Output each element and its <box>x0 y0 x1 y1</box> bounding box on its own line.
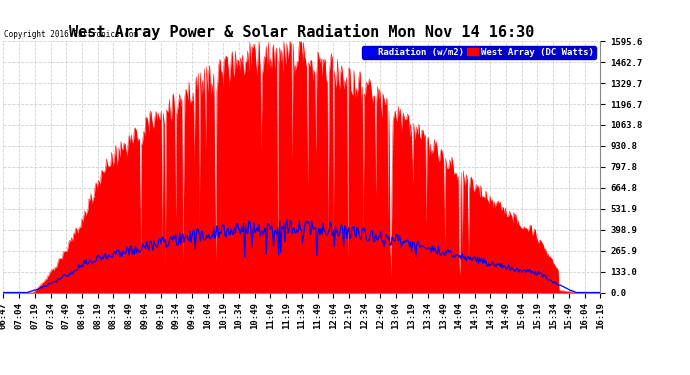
Text: Copyright 2016 Cartronics.com: Copyright 2016 Cartronics.com <box>4 30 138 39</box>
Title: West Array Power & Solar Radiation Mon Nov 14 16:30: West Array Power & Solar Radiation Mon N… <box>69 24 535 40</box>
Legend: Radiation (w/m2), West Array (DC Watts): Radiation (w/m2), West Array (DC Watts) <box>362 46 595 59</box>
